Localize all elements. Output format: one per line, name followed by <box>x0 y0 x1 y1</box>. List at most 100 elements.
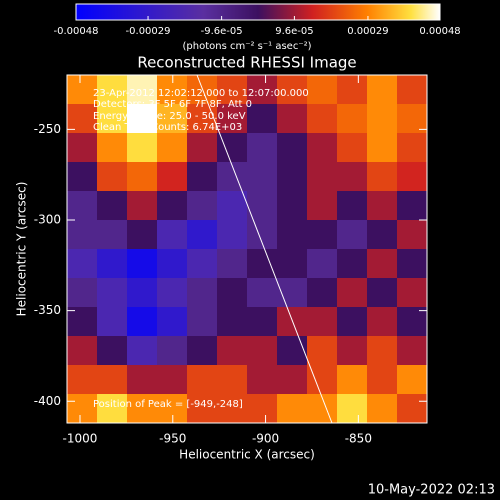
cell <box>157 365 188 395</box>
cell <box>277 75 308 105</box>
y-axis-label: Heliocentric Y (arcsec) <box>15 182 29 317</box>
cell <box>397 162 428 192</box>
annotation: Energy Range: 25.0 - 50.0 keV <box>93 111 246 122</box>
cell <box>157 336 188 366</box>
cell <box>277 104 308 134</box>
cell <box>157 162 188 192</box>
cell <box>397 394 428 424</box>
cell <box>277 191 308 221</box>
cell <box>127 133 158 163</box>
cell <box>97 249 128 279</box>
cell <box>337 394 368 424</box>
cell <box>367 133 398 163</box>
cell <box>397 336 428 366</box>
cell <box>157 249 188 279</box>
cell <box>157 394 188 424</box>
cell <box>277 249 308 279</box>
cell <box>307 220 338 250</box>
cell <box>367 249 398 279</box>
cell <box>307 249 338 279</box>
cell <box>67 365 98 395</box>
cell <box>397 75 428 105</box>
colorbar-tick-label: 9.6e-05 <box>275 26 313 37</box>
colorbar-tick-label: 0.00029 <box>347 26 388 37</box>
cell <box>337 249 368 279</box>
cell <box>127 75 158 105</box>
cell <box>307 104 338 134</box>
cell <box>97 307 128 337</box>
cell <box>307 365 338 395</box>
cell <box>277 394 308 424</box>
cell <box>127 365 158 395</box>
cell <box>337 75 368 105</box>
cell <box>67 220 98 250</box>
cell <box>367 75 398 105</box>
colorbar-tick-label: -9.6e-05 <box>201 26 243 37</box>
cell <box>277 162 308 192</box>
cell <box>397 278 428 308</box>
x-axis-label: Heliocentric X (arcsec) <box>179 448 315 462</box>
cell <box>247 133 278 163</box>
cell <box>157 307 188 337</box>
cell <box>157 104 188 134</box>
cell <box>127 278 158 308</box>
cell <box>397 365 428 395</box>
cell <box>307 307 338 337</box>
cell <box>97 365 128 395</box>
cell <box>157 133 188 163</box>
cell <box>217 394 248 424</box>
cell <box>217 278 248 308</box>
timestamp: 10-May-2022 02:13 <box>368 483 495 498</box>
cell <box>277 220 308 250</box>
cell <box>67 336 98 366</box>
cell <box>127 249 158 279</box>
cell <box>97 133 128 163</box>
cell <box>367 307 398 337</box>
cell <box>67 162 98 192</box>
y-tick-label: -250 <box>34 122 61 136</box>
cell <box>247 162 278 192</box>
colorbar-tick-label: -0.00048 <box>54 26 99 37</box>
cell <box>217 191 248 221</box>
x-tick-label: -1000 <box>63 432 98 446</box>
y-tick-label: -400 <box>34 394 61 408</box>
cell <box>217 249 248 279</box>
cell <box>247 220 278 250</box>
colorbar-tick-label: -0.00029 <box>126 26 171 37</box>
cell <box>127 191 158 221</box>
cell <box>127 307 158 337</box>
cell <box>187 249 218 279</box>
cell <box>307 278 338 308</box>
cell <box>67 249 98 279</box>
cell <box>307 191 338 221</box>
y-tick-label: -300 <box>34 213 61 227</box>
limb-line <box>196 74 333 424</box>
cell <box>337 220 368 250</box>
chart-title: Reconstructed RHESSI Image <box>137 54 356 72</box>
cell <box>307 75 338 105</box>
cell <box>397 104 428 134</box>
image <box>67 75 428 424</box>
cell <box>187 365 218 395</box>
cell <box>67 278 98 308</box>
cell <box>157 278 188 308</box>
cell <box>157 220 188 250</box>
cell <box>337 104 368 134</box>
cell <box>97 336 128 366</box>
colorbar-label: (photons cm⁻² s⁻¹ asec⁻²) <box>182 41 311 52</box>
cell <box>97 220 128 250</box>
cell <box>247 394 278 424</box>
y-tick-label: -350 <box>34 303 61 317</box>
cell <box>337 278 368 308</box>
cell <box>367 394 398 424</box>
cell <box>277 133 308 163</box>
x-tick-label: -850 <box>345 432 372 446</box>
cell <box>277 365 308 395</box>
cell <box>187 278 218 308</box>
cell <box>367 220 398 250</box>
cell <box>367 365 398 395</box>
cell <box>127 336 158 366</box>
colorbar-tick-label: 0.00048 <box>419 26 460 37</box>
cell <box>187 104 218 134</box>
